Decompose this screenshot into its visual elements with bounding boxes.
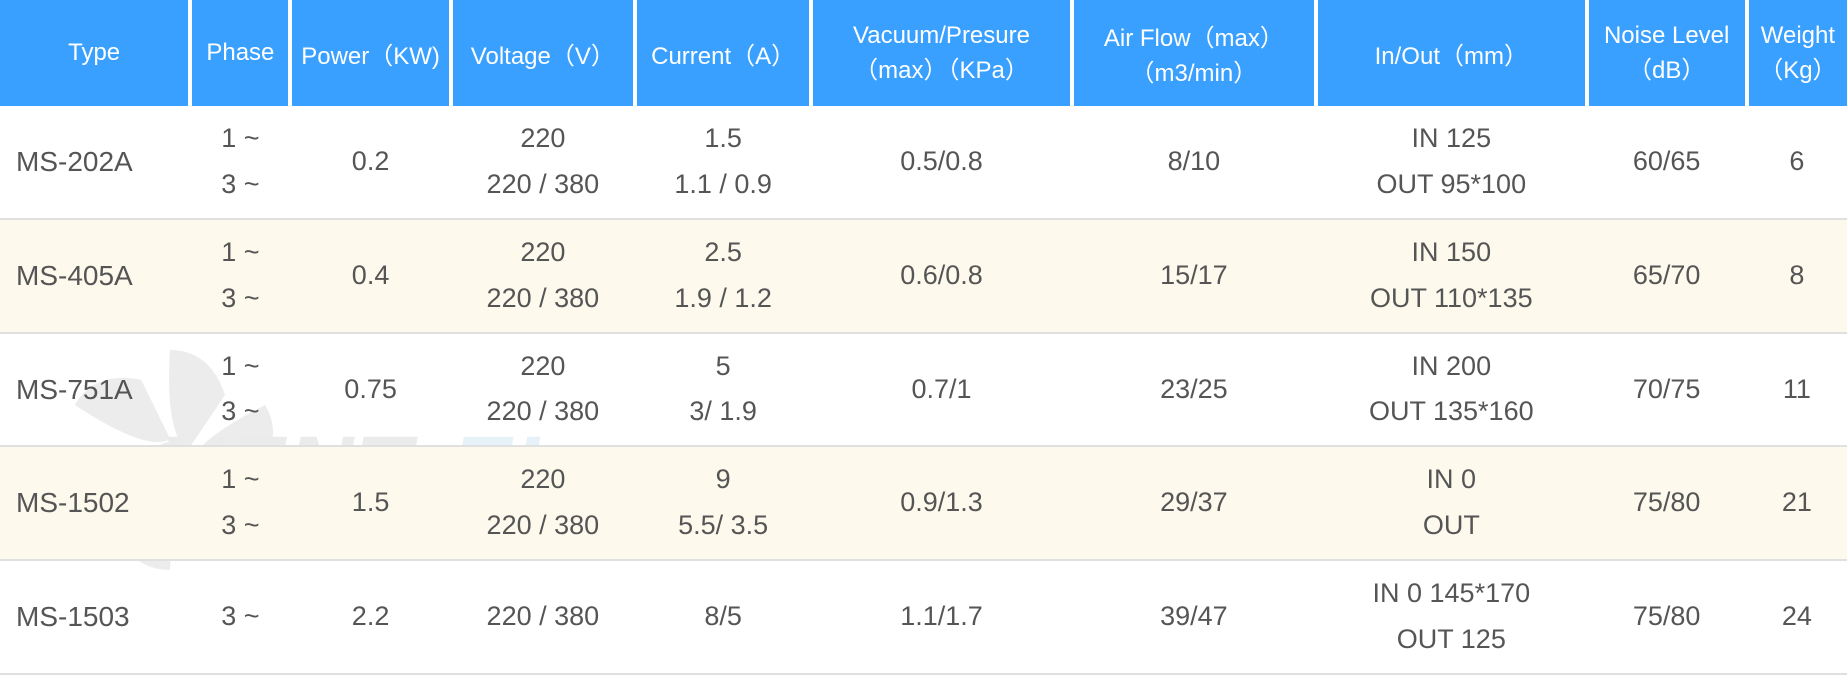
cell-noise: 70/75 [1587,333,1747,447]
cell-power: 0.4 [290,219,450,333]
cell-current: 2.5 1.9 / 1.2 [635,219,811,333]
table-row: MS-751A1 ~ 3 ~0.75220 220 / 3805 3/ 1.90… [0,333,1847,447]
table-row: MS-15033 ~2.2220 / 3808/51.1/1.739/47IN … [0,560,1847,674]
cell-type: MS-1502 [0,446,190,560]
header-voltage: Voltage（V） [451,0,635,106]
cell-inout: IN 125 OUT 95*100 [1316,106,1586,219]
cell-noise: 75/80 [1587,560,1747,674]
cell-phase: 1 ~ 3 ~ [190,333,290,447]
cell-noise: 60/65 [1587,106,1747,219]
cell-phase: 1 ~ 3 ~ [190,106,290,219]
cell-phase: 3 ~ [190,560,290,674]
cell-type: MS-751A [0,333,190,447]
header-power: Power（KW) [290,0,450,106]
cell-weight: 24 [1747,560,1847,674]
cell-phase: 1 ~ 3 ~ [190,219,290,333]
cell-noise: 65/70 [1587,219,1747,333]
cell-weight: 8 [1747,219,1847,333]
spec-table: Type Phase Power（KW) Voltage（V） Current（… [0,0,1847,675]
cell-airflow: 23/25 [1072,333,1316,447]
cell-inout: IN 0 145*170 OUT 125 [1316,560,1586,674]
cell-voltage: 220 / 380 [451,560,635,674]
table-row: MS-15021 ~ 3 ~1.5220 220 / 3809 5.5/ 3.5… [0,446,1847,560]
cell-inout: IN 200 OUT 135*160 [1316,333,1586,447]
table-row: MS-405A1 ~ 3 ~0.4220 220 / 3802.5 1.9 / … [0,219,1847,333]
cell-weight: 6 [1747,106,1847,219]
cell-inout: IN 0 OUT [1316,446,1586,560]
cell-vacuum: 0.7/1 [811,333,1071,447]
header-phase: Phase [190,0,290,106]
cell-current: 1.5 1.1 / 0.9 [635,106,811,219]
cell-noise: 75/80 [1587,446,1747,560]
cell-inout: IN 150 OUT 110*135 [1316,219,1586,333]
header-weight: Weight（Kg） [1747,0,1847,106]
cell-weight: 21 [1747,446,1847,560]
cell-weight: 11 [1747,333,1847,447]
header-noise: Noise Level（dB） [1587,0,1747,106]
cell-airflow: 8/10 [1072,106,1316,219]
cell-vacuum: 1.1/1.7 [811,560,1071,674]
cell-type: MS-405A [0,219,190,333]
cell-voltage: 220 220 / 380 [451,106,635,219]
cell-airflow: 15/17 [1072,219,1316,333]
cell-phase: 1 ~ 3 ~ [190,446,290,560]
cell-current: 9 5.5/ 3.5 [635,446,811,560]
cell-vacuum: 0.6/0.8 [811,219,1071,333]
cell-power: 2.2 [290,560,450,674]
cell-vacuum: 0.9/1.3 [811,446,1071,560]
cell-current: 8/5 [635,560,811,674]
table-row: MS-202A1 ~ 3 ~0.2220 220 / 3801.5 1.1 / … [0,106,1847,219]
cell-type: MS-202A [0,106,190,219]
header-row: Type Phase Power（KW) Voltage（V） Current（… [0,0,1847,106]
header-vacuum: Vacuum/Presure（max）（KPa） [811,0,1071,106]
cell-voltage: 220 220 / 380 [451,446,635,560]
header-airflow: Air Flow（max）（m3/min） [1072,0,1316,106]
cell-airflow: 29/37 [1072,446,1316,560]
cell-voltage: 220 220 / 380 [451,333,635,447]
cell-voltage: 220 220 / 380 [451,219,635,333]
header-current: Current（A） [635,0,811,106]
cell-power: 0.2 [290,106,450,219]
cell-type: MS-1503 [0,560,190,674]
header-type: Type [0,0,190,106]
cell-airflow: 39/47 [1072,560,1316,674]
cell-vacuum: 0.5/0.8 [811,106,1071,219]
cell-power: 1.5 [290,446,450,560]
cell-current: 5 3/ 1.9 [635,333,811,447]
header-inout: In/Out（mm） [1316,0,1586,106]
cell-power: 0.75 [290,333,450,447]
